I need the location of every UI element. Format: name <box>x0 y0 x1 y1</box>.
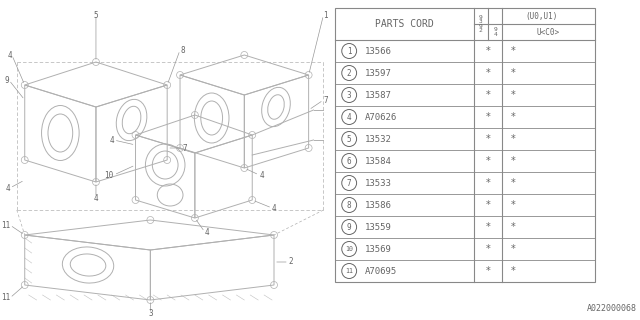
Text: *: * <box>511 266 516 276</box>
Text: *: * <box>511 178 516 188</box>
Text: 13532: 13532 <box>365 134 392 143</box>
Text: 4: 4 <box>259 171 264 180</box>
FancyBboxPatch shape <box>335 8 595 282</box>
Text: *: * <box>485 134 490 144</box>
Text: *: * <box>511 156 516 166</box>
Text: A022000068: A022000068 <box>587 304 637 313</box>
Text: 9
4: 9 4 <box>493 27 497 37</box>
Text: *: * <box>485 222 490 232</box>
Text: 9: 9 <box>4 76 9 84</box>
Text: *: * <box>511 200 516 210</box>
Text: *: * <box>485 266 490 276</box>
Text: *: * <box>511 90 516 100</box>
Text: 9: 9 <box>347 222 351 231</box>
Text: *: * <box>485 178 490 188</box>
Text: 13559: 13559 <box>365 222 392 231</box>
Text: 11: 11 <box>1 220 10 229</box>
Text: *: * <box>511 222 516 232</box>
Text: 8: 8 <box>347 201 351 210</box>
Text: *: * <box>511 46 516 56</box>
Text: *: * <box>485 200 490 210</box>
Text: 13566: 13566 <box>365 46 392 55</box>
Text: 11: 11 <box>1 293 10 302</box>
Text: 11: 11 <box>345 268 353 274</box>
Text: 4: 4 <box>347 113 351 122</box>
Text: 5: 5 <box>347 134 351 143</box>
Text: 4: 4 <box>93 194 99 203</box>
Text: 7: 7 <box>323 95 328 105</box>
Text: 4: 4 <box>272 204 276 212</box>
Text: 13533: 13533 <box>365 179 392 188</box>
Text: *: * <box>485 112 490 122</box>
Text: 7: 7 <box>183 143 188 153</box>
Text: 2: 2 <box>289 258 294 267</box>
Text: 1: 1 <box>323 11 328 20</box>
Text: 13587: 13587 <box>365 91 392 100</box>
Text: 13597: 13597 <box>365 68 392 77</box>
Text: 7: 7 <box>347 179 351 188</box>
Text: 6: 6 <box>347 156 351 165</box>
Text: 4: 4 <box>109 135 114 145</box>
Text: *: * <box>485 156 490 166</box>
Text: *: * <box>511 112 516 122</box>
Text: *: * <box>511 68 516 78</box>
Text: 5: 5 <box>93 11 99 20</box>
Text: PARTS CORD: PARTS CORD <box>375 19 434 29</box>
Text: *: * <box>485 68 490 78</box>
Text: *: * <box>485 90 490 100</box>
Text: 3: 3 <box>347 91 351 100</box>
Text: 10: 10 <box>104 171 114 180</box>
Text: *: * <box>485 46 490 56</box>
Text: 9
3
9
2: 9 3 9 2 <box>479 15 483 33</box>
Text: 10: 10 <box>345 246 353 252</box>
Text: (U0,U1): (U0,U1) <box>525 12 558 20</box>
Text: 13569: 13569 <box>365 244 392 253</box>
Text: *: * <box>511 134 516 144</box>
Text: 13584: 13584 <box>365 156 392 165</box>
Text: 4: 4 <box>205 228 209 236</box>
Text: U<C0>: U<C0> <box>537 28 560 36</box>
Text: 1: 1 <box>347 46 351 55</box>
Text: A70695: A70695 <box>365 267 397 276</box>
Text: 8: 8 <box>180 45 185 54</box>
Text: 13586: 13586 <box>365 201 392 210</box>
Text: A70626: A70626 <box>365 113 397 122</box>
Text: 2: 2 <box>347 68 351 77</box>
Text: 4: 4 <box>5 183 10 193</box>
Text: *: * <box>511 244 516 254</box>
Text: 4: 4 <box>7 51 12 60</box>
Text: *: * <box>485 244 490 254</box>
Text: 3: 3 <box>148 309 153 318</box>
